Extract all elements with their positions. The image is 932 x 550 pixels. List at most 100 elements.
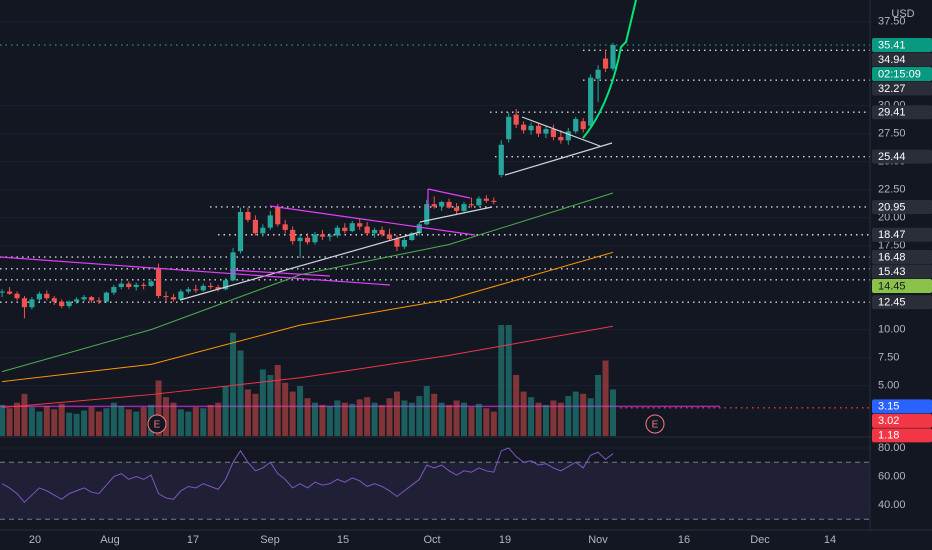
candle-body <box>252 219 258 234</box>
candle-body <box>14 293 20 299</box>
volume-bar <box>155 380 162 436</box>
price-label-box <box>872 199 932 214</box>
candle-body <box>133 284 139 288</box>
rsi-tick-label: 40.00 <box>878 499 906 511</box>
y-tick-label: 7.50 <box>878 352 899 364</box>
volume-bar <box>140 407 147 436</box>
price-label-box <box>872 279 932 294</box>
candle-body <box>81 297 87 300</box>
candle-body <box>51 298 57 302</box>
volume-bar <box>200 408 207 436</box>
price-label: 02:15:09 <box>878 68 921 80</box>
volume-bar <box>446 404 453 436</box>
candle-body <box>126 283 132 288</box>
price-label-box <box>872 81 932 96</box>
candle-body <box>170 297 177 300</box>
price-label-box <box>872 295 932 310</box>
y-tick-label: 5.00 <box>878 380 899 392</box>
volume-bar <box>21 393 28 436</box>
volume-bar <box>297 386 304 436</box>
candle-body <box>155 268 162 297</box>
trendline <box>419 206 493 223</box>
volume-bar <box>341 402 348 436</box>
volume-bar <box>230 332 237 436</box>
candle-body <box>364 226 370 234</box>
volume-bar <box>386 398 393 436</box>
candle-body <box>513 114 519 125</box>
trendline <box>0 256 391 286</box>
time-axis: 20 Aug 17 Sep 15 Oct 19 Nov 16 Dec 14 <box>29 534 836 546</box>
grid <box>0 21 870 387</box>
candle-body <box>163 296 169 298</box>
trendline <box>179 231 421 301</box>
volume-bar <box>73 413 80 436</box>
candle-body <box>588 77 594 126</box>
trendline <box>427 188 471 199</box>
candle-body <box>141 284 147 286</box>
candle-body <box>0 291 5 293</box>
candle-body <box>468 204 475 206</box>
candle-body <box>394 238 400 247</box>
candle-body <box>118 283 124 288</box>
volume-bar <box>289 391 296 436</box>
volume-bar <box>438 402 445 436</box>
candle-body <box>148 281 154 286</box>
volume-bar <box>572 391 579 436</box>
volume-bar <box>304 398 311 436</box>
moving-average <box>2 325 614 409</box>
volume-bar <box>192 407 199 436</box>
volume-bar <box>326 406 333 436</box>
volume-bar <box>379 404 386 436</box>
volume-bar <box>274 364 281 436</box>
projection-line <box>582 0 637 139</box>
candle-body <box>297 237 303 242</box>
price-label: 3.15 <box>878 401 899 413</box>
rsi-tick-label: 60.00 <box>878 470 906 482</box>
volume-bar <box>371 402 378 436</box>
price-label-box <box>872 105 932 120</box>
x-tick-label: Aug <box>100 534 120 546</box>
candle-body <box>66 301 72 307</box>
candle-body <box>401 240 407 247</box>
price-labels: 35.41 02:15:09 34.94 32.27 29.41 25.44 20.95 18… <box>872 38 932 443</box>
volume-bar <box>461 402 467 436</box>
candle-body <box>558 136 564 141</box>
candle-body <box>372 229 378 234</box>
volume-bar <box>349 403 356 436</box>
candle-body <box>349 223 355 232</box>
candle-body <box>580 121 586 130</box>
candle-body <box>573 119 579 132</box>
volume-bar <box>237 350 244 436</box>
candle-body <box>29 299 35 308</box>
candle-body <box>200 285 206 291</box>
candle-body <box>290 229 296 242</box>
volume-bar <box>565 396 572 436</box>
volume-bar <box>58 403 65 436</box>
candle-body <box>111 287 117 293</box>
moving-average <box>2 251 614 383</box>
price-label-box <box>872 52 932 67</box>
volume-bar <box>468 407 475 436</box>
volume-bar <box>43 406 50 436</box>
trendline <box>229 269 331 277</box>
candle-body <box>237 212 244 252</box>
price-label: 20.95 <box>878 201 906 213</box>
volume-bar <box>334 400 341 436</box>
volume-bar <box>170 402 177 436</box>
volume-bar <box>490 411 497 436</box>
rsi <box>0 447 870 520</box>
volume-bar <box>393 391 400 436</box>
x-tick-label: 14 <box>824 534 836 546</box>
y-tick-label: 22.50 <box>878 184 906 196</box>
volume-bar <box>528 397 535 436</box>
volume-bar <box>133 411 140 436</box>
volume-bar <box>177 409 184 436</box>
candle-body <box>379 229 385 235</box>
candle-body <box>498 144 504 176</box>
candle-body <box>312 234 318 243</box>
volume-bar <box>587 398 594 436</box>
candle-body <box>476 198 482 206</box>
candle-body <box>245 212 251 220</box>
volume-bar <box>252 393 259 436</box>
